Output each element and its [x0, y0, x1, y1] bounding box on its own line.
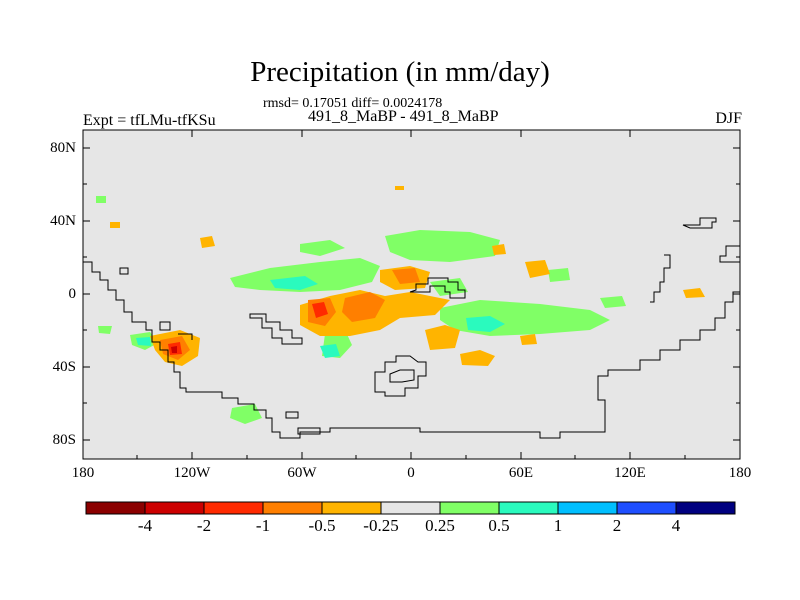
patch-green-8 — [600, 296, 626, 308]
patch-cyan-3 — [320, 344, 340, 358]
colorbar-box — [85, 501, 146, 515]
lon-tick-label: 60W — [287, 465, 317, 481]
patch-orange-6 — [525, 260, 550, 278]
coast-island-center — [409, 277, 466, 299]
patch-green-2 — [385, 230, 500, 262]
lat-tick-label: 40S — [52, 359, 76, 375]
coast-small-1 — [159, 321, 171, 331]
patch-orange-12 — [395, 186, 404, 190]
coastlines — [83, 217, 740, 439]
coast-small-3 — [297, 427, 321, 435]
patch-green-12 — [98, 326, 112, 334]
lat-tick-label: 0 — [68, 286, 77, 302]
patch-orange-8 — [110, 222, 120, 228]
lon-tick-label: 180 — [728, 465, 752, 481]
patch-cyan-1 — [466, 316, 505, 332]
patch-green-10 — [548, 268, 570, 282]
patch-cyan-2 — [270, 276, 318, 290]
lat-tick-label: 80N — [50, 140, 76, 156]
patch-green-4 — [300, 240, 345, 256]
lon-tick-label: 120E — [614, 465, 646, 481]
colorbar-box — [203, 501, 264, 515]
colorbar-label: 0.5 — [488, 516, 510, 535]
lon-tick-label: 120W — [173, 465, 211, 481]
lon-ticks — [82, 130, 741, 459]
colorbar-label: -2 — [196, 516, 212, 535]
colorbar-label: -4 — [137, 516, 153, 535]
colorbar-label: 1 — [553, 516, 563, 535]
lon-tick-label: 180 — [71, 465, 95, 481]
expt-label: Expt = tfLMu-tfKSu — [83, 112, 216, 129]
lat-ticks — [83, 147, 740, 441]
patch-orange-4 — [425, 325, 460, 350]
stats-line: rmsd= 0.17051 diff= 0.0024178 — [263, 96, 443, 111]
colorbar-box — [616, 501, 677, 515]
patch-orange-9 — [683, 288, 705, 298]
colorbar-box — [144, 501, 205, 515]
coast-ridge — [249, 313, 303, 345]
patch-darkorange-3 — [392, 268, 420, 284]
patch-orange-10 — [492, 244, 506, 255]
colorbar-box — [380, 501, 441, 515]
patch-darkred-1 — [171, 346, 177, 353]
patch-red-1 — [312, 302, 328, 318]
coast-pacific-islands — [650, 254, 671, 303]
colorbar-label: 0.25 — [425, 516, 455, 535]
colorbar-box — [262, 501, 323, 515]
colorbar-label: 2 — [612, 516, 622, 535]
colorbar-label: -0.5 — [308, 516, 336, 535]
coast-southern-inner — [389, 369, 415, 383]
patch-green-1 — [230, 258, 380, 292]
coast-east-edge — [719, 245, 740, 263]
colorbar-label: -0.25 — [363, 516, 399, 535]
colorbar-box — [498, 501, 559, 515]
coast-nz — [682, 217, 717, 229]
colorbar — [85, 501, 736, 515]
colorbar-box — [321, 501, 382, 515]
season-label: DJF — [715, 110, 742, 127]
patch-orange-7 — [200, 236, 215, 248]
coast-southern — [83, 261, 740, 439]
patch-darkorange-1 — [342, 292, 385, 322]
lon-tick-label: 60E — [508, 465, 534, 481]
coast-small-5 — [178, 333, 193, 340]
patch-orange-5 — [460, 350, 495, 366]
colorbar-label: -1 — [255, 516, 271, 535]
plot-title: Precipitation (in mm/day) — [250, 56, 550, 88]
coast-small-4 — [285, 411, 299, 419]
precip-patches — [96, 186, 705, 424]
colorbar-box — [439, 501, 500, 515]
colorbar-box — [557, 501, 618, 515]
lat-tick-label: 80S — [52, 432, 76, 448]
colorbar-box — [675, 501, 736, 515]
experiment-names: 491_8_MaBP - 491_8_MaBP — [308, 108, 499, 125]
lon-tick-label: 0 — [407, 465, 415, 481]
colorbar-label: 4 — [671, 516, 681, 535]
patch-green-9 — [96, 196, 106, 203]
coast-southern-block — [374, 355, 427, 397]
patch-orange-11 — [520, 334, 537, 345]
patch-cyan-4 — [136, 337, 151, 346]
lat-tick-label: 40N — [50, 213, 76, 229]
coast-small-2 — [119, 267, 129, 275]
